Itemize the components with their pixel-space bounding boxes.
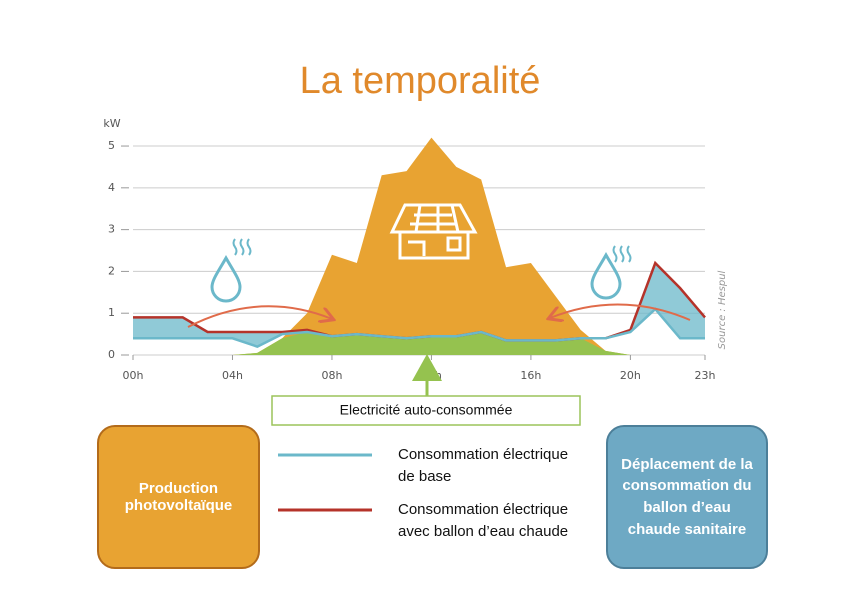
x-tick-label: 12h <box>421 369 442 382</box>
shift-box: Déplacement de la consommation du ballon… <box>606 425 768 569</box>
shift-arrow <box>187 305 332 328</box>
shift-label: Déplacement de la consommation du ballon… <box>621 455 753 538</box>
chart-title: La temporalité <box>300 60 541 102</box>
y-tick-label: 3 <box>108 223 115 236</box>
annotation-label: Electricité auto-consommée <box>340 402 513 418</box>
legend-label: Consommation électrique avec ballon d’ea… <box>398 501 569 540</box>
shift-arrow <box>550 303 691 320</box>
area <box>133 137 705 355</box>
x-tick-label: 04h <box>222 369 243 382</box>
y-tick-label: 5 <box>108 139 115 152</box>
house-icon <box>389 203 478 260</box>
water-icon <box>590 245 632 300</box>
y-axis-label: kW <box>103 117 120 130</box>
line <box>133 307 705 348</box>
x-tick-label: 16h <box>520 369 541 382</box>
legend-label: Consommation électrique de base <box>398 446 569 485</box>
x-tick-label: 00h <box>123 369 144 382</box>
annotation-box <box>271 395 581 426</box>
y-tick-label: 0 <box>108 348 115 361</box>
plot: 0 1 2 3 4 5 00h 04h 08h 12h 16h 20h 23h <box>108 137 716 382</box>
water-icon <box>210 238 252 303</box>
y-tick-label: 4 <box>108 181 115 194</box>
pv-label: Production photovoltaïque <box>124 480 233 514</box>
x-tick-label: 23h <box>695 369 716 382</box>
x-tick-label: 20h <box>620 369 641 382</box>
source: Source : Hespul <box>717 270 728 349</box>
area <box>133 332 705 355</box>
pv-box: Production photovoltaïque <box>97 425 260 569</box>
x-tick-label: 08h <box>321 369 342 382</box>
y-tick-label: 1 <box>108 306 115 319</box>
y-tick-label: 2 <box>108 264 115 277</box>
decorations: Electricité auto-consommée <box>187 203 691 512</box>
